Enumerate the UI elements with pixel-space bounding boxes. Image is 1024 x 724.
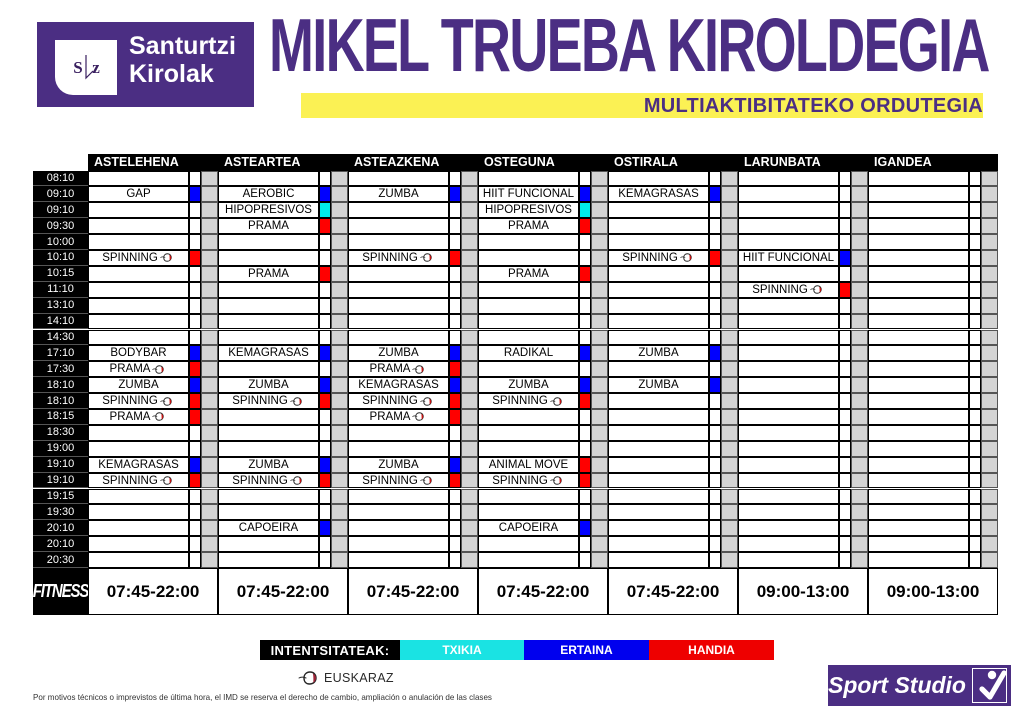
svg-text:S: S: [73, 58, 82, 77]
svg-text:z: z: [92, 58, 100, 77]
